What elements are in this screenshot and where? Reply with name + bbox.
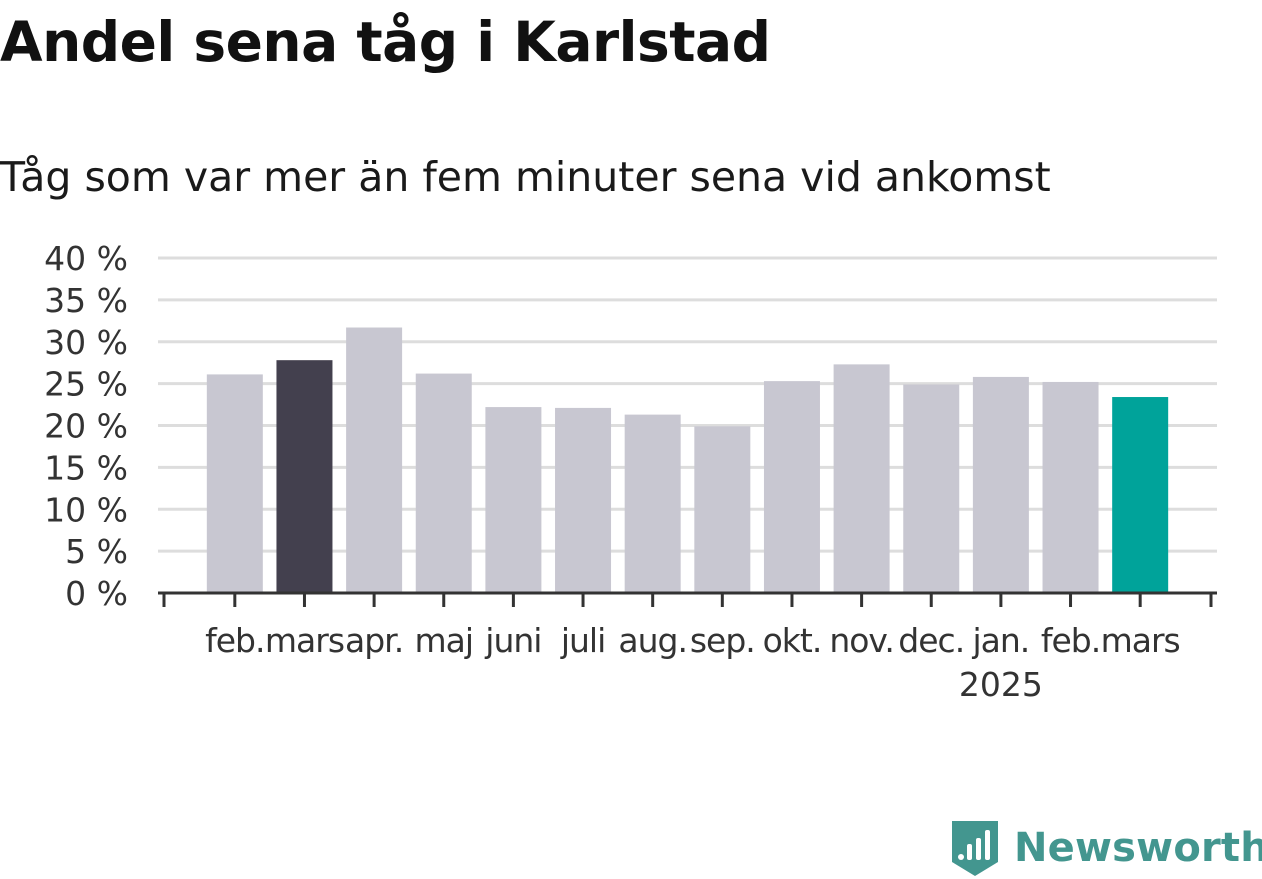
x-axis [158, 591, 1217, 607]
bar-aug-6 [624, 414, 681, 593]
x-tick-label: okt. [763, 621, 822, 660]
bar-juni-4 [485, 407, 542, 593]
brand-name: Newsworthy [1014, 825, 1262, 871]
y-tick-label: 30 % [44, 323, 128, 362]
bar-maj-3 [415, 373, 472, 593]
bar-mars-13 [1112, 397, 1169, 593]
brand: Newsworthy [950, 818, 1262, 878]
y-tick-label: 5 % [65, 532, 128, 571]
x-tick-label: apr. [345, 621, 403, 660]
bar-apr-2 [346, 327, 403, 593]
bar-juli-5 [555, 407, 612, 593]
x-tick-label: jan. [971, 621, 1029, 660]
x-tick-label: feb. [1041, 621, 1100, 660]
x-tick-label: mars [265, 621, 344, 660]
x-tick-label: sep. [690, 621, 755, 660]
x-tick-label: nov. [829, 621, 894, 660]
newsworthy-logo-icon [952, 821, 998, 876]
bar-mars-1 [276, 360, 333, 593]
x-tick-label: aug. [618, 621, 687, 660]
x-tick-label: mars [1101, 621, 1180, 660]
y-tick-label: 40 % [44, 239, 128, 278]
bar-okt-8 [763, 381, 820, 593]
chart-subtitle: Tåg som var mer än fem minuter sena vid … [0, 153, 1051, 201]
x-tick-label: maj [414, 621, 473, 660]
bar-nov-9 [833, 364, 890, 593]
x-tick-label: juli [560, 621, 605, 660]
bar-feb-12 [1042, 381, 1099, 593]
bar-sep-7 [694, 426, 751, 593]
x-tick-label: feb. [205, 621, 264, 660]
x-tick-label: dec. [898, 621, 964, 660]
bar-feb-0 [206, 374, 263, 593]
bar-jan-11 [972, 376, 1029, 593]
gridlines [158, 256, 1217, 553]
chart-title: Andel sena tåg i Karlstad [0, 10, 771, 74]
y-tick-label: 0 % [65, 574, 128, 613]
y-tick-label: 10 % [44, 490, 128, 529]
x-year-label: 2025 [959, 665, 1043, 704]
y-tick-label: 20 % [44, 407, 128, 446]
bar-dec-10 [903, 384, 960, 593]
bars [206, 327, 1169, 593]
y-axis-tick-labels: 0 %5 %10 %15 %20 %25 %30 %35 %40 % [44, 239, 128, 613]
x-tick-label: juni [484, 621, 541, 660]
y-tick-label: 35 % [44, 281, 128, 320]
y-tick-label: 15 % [44, 448, 128, 487]
y-tick-label: 25 % [44, 365, 128, 404]
x-axis-tick-labels: feb. mars apr. maj juni juli aug. sep. okt. nov. d… [205, 621, 1181, 704]
